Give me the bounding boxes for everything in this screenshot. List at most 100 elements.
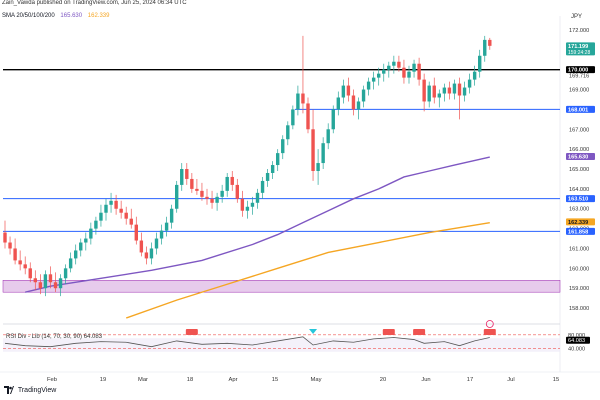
- candle-20: [99, 212, 103, 221]
- price-tick-15: 158.000: [569, 306, 589, 312]
- candle-9: [43, 274, 48, 289]
- time-tick-8: Jun: [421, 377, 430, 383]
- last-price-label: 171.199: [568, 44, 588, 50]
- sma-200-line: [125, 221, 490, 319]
- level-label-0: 170.000: [568, 68, 588, 74]
- candle-21: [104, 204, 108, 213]
- price-tick-4: 169.000: [569, 88, 589, 94]
- candle-54: [270, 165, 275, 173]
- sma-legend: SMA 20/50/100/200 165.630 162.339: [2, 13, 113, 19]
- candle-75: [377, 73, 381, 78]
- time-tick-2: Mar: [138, 377, 148, 383]
- candle-35: [175, 184, 179, 209]
- candle-1: [3, 232, 7, 243]
- candle-46: [230, 176, 234, 185]
- candle-12: [58, 278, 63, 289]
- candle-36: [180, 169, 184, 185]
- price-tick-9: 164.000: [569, 187, 589, 193]
- candle-10: [48, 274, 53, 283]
- candle-93: [467, 79, 472, 88]
- rsi-divergence-marker-3: [483, 329, 496, 335]
- candle-31: [154, 238, 159, 249]
- candle-58: [291, 109, 295, 126]
- candle-15: [74, 250, 78, 259]
- candle-37: [185, 169, 189, 179]
- candle-84: [422, 79, 426, 102]
- candle-40: [200, 190, 204, 197]
- candle-24: [119, 208, 123, 213]
- time-tick-5: 15: [272, 377, 278, 383]
- support-zone: [2, 280, 561, 293]
- candle-97: [488, 39, 492, 46]
- candle-8: [38, 282, 43, 289]
- candle-13: [63, 268, 68, 279]
- candle-47: [235, 184, 239, 199]
- candle-41: [205, 196, 209, 199]
- candle-74: [371, 77, 376, 82]
- candle-14: [68, 258, 73, 269]
- candle-52: [260, 180, 265, 193]
- sma-100-label-bg: [566, 152, 595, 160]
- sma-100-label: 165.630: [568, 154, 588, 160]
- tradingview-logo-icon: [4, 386, 14, 394]
- candle-33: [164, 222, 169, 231]
- candle-28: [139, 240, 144, 253]
- level-label-0-bg: [566, 66, 595, 74]
- candle-22: [109, 200, 113, 205]
- candle-94: [472, 71, 477, 80]
- candle-34: [169, 208, 174, 223]
- time-tick-1: 19: [100, 377, 106, 383]
- rsi-legend: RSI Div - Lib (14, 70, 30, 90) 64.083: [6, 334, 103, 340]
- rsi-tick-1: 64.083: [568, 338, 585, 344]
- candle-4: [18, 260, 22, 265]
- level-label-1: 168.001: [568, 107, 588, 113]
- candle-96: [483, 39, 487, 56]
- rsi-tick-2: 40.000: [568, 346, 585, 352]
- candle-11: [53, 282, 58, 289]
- candle-32: [159, 230, 164, 239]
- candle-6: [28, 268, 32, 279]
- sma-200-value: 162.339: [87, 13, 110, 19]
- sma-100-line: [25, 156, 490, 293]
- tradingview-logo[interactable]: TradingView: [4, 386, 56, 394]
- candle-67: [336, 97, 340, 110]
- candle-62: [311, 129, 315, 171]
- rsi-divergence-marker-1: [382, 329, 395, 335]
- candle-66: [331, 109, 335, 130]
- time-tick-9: 17: [467, 377, 473, 383]
- candle-3: [13, 248, 17, 261]
- candle-90: [452, 83, 457, 94]
- rsi-divergence-marker-2: [413, 329, 426, 335]
- candle-50: [250, 202, 255, 207]
- candle-42: [210, 198, 214, 203]
- price-tick-6: 167.000: [569, 127, 589, 133]
- last-price-label-bg: [566, 42, 595, 56]
- candle-63: [316, 163, 320, 171]
- candle-55: [276, 153, 280, 166]
- candle-49: [245, 206, 250, 211]
- price-tick-7: 166.000: [569, 147, 589, 153]
- candle-91: [457, 83, 462, 96]
- sma-100-value: 165.630: [60, 13, 83, 19]
- candle-92: [462, 87, 467, 96]
- candle-23: [114, 200, 118, 209]
- time-tick-7: 20: [380, 377, 386, 383]
- price-tick-12: 161.000: [569, 246, 589, 252]
- candle-26: [129, 218, 133, 225]
- last-price-label-countdown: 159:24:28: [568, 50, 590, 56]
- sma-200-label-bg: [566, 218, 595, 226]
- level-label-3-bg: [566, 227, 595, 235]
- price-tick-14: 159.000: [569, 286, 589, 292]
- candle-60: [301, 93, 305, 104]
- candle-86: [432, 85, 436, 98]
- candle-82: [412, 63, 416, 72]
- candle-65: [326, 129, 330, 144]
- rsi-line: [4, 336, 490, 348]
- tradingview-wordmark: TradingView: [17, 386, 57, 394]
- candle-5: [23, 264, 27, 269]
- candle-64: [321, 143, 325, 164]
- candle-57: [286, 125, 290, 140]
- time-tick-10: Jul: [507, 377, 514, 383]
- candle-71: [356, 101, 361, 110]
